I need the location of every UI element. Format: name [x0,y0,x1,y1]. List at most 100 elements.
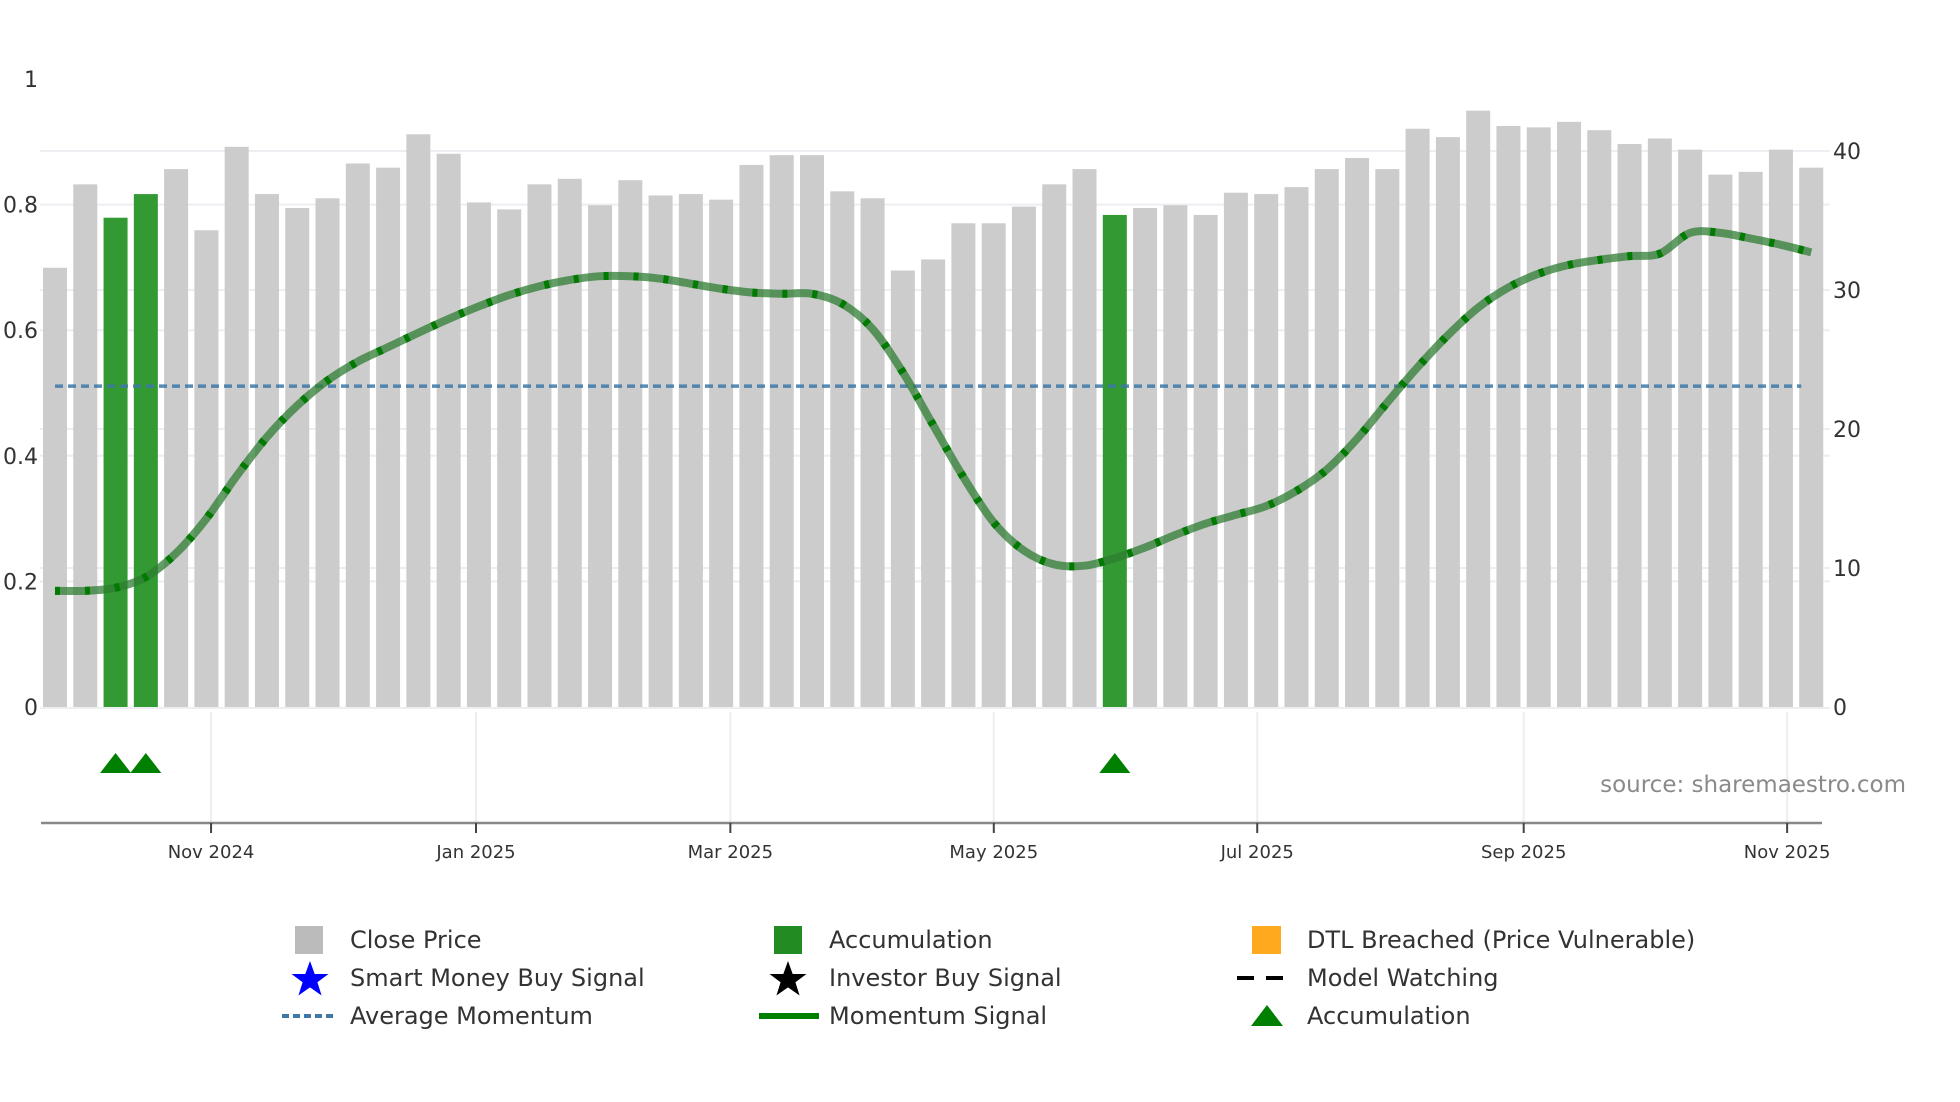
gray-square-icon [295,926,323,954]
legend-label: Close Price [350,926,482,954]
accumulation-bar [133,194,158,708]
legend-label: Accumulation [1307,1002,1471,1030]
right-tick-label: 30 [1833,279,1861,304]
legend-item-model-watching[interactable]: Model Watching [1236,960,1756,996]
close-price-bar [800,155,824,708]
x-tick-label: Mar 2025 [688,842,774,863]
close-price-bar [285,207,310,708]
momentum-signal-line [54,227,1813,596]
close-price-bar [1072,169,1097,707]
vertical-gridlines [210,712,1789,823]
close-price-bar [466,202,491,707]
close-price-bar [1284,187,1309,707]
close-price-bar [1133,207,1158,708]
x-tick-label: Jan 2025 [435,842,515,863]
green-triangle-icon [1251,1005,1283,1026]
close-price-bar [376,167,401,707]
close-price-bar [1708,174,1733,707]
close-price-bar [1254,194,1279,708]
left-tick-label: 0.2 [3,570,38,595]
close-price-bar [648,195,673,708]
close-price-bar [709,199,734,707]
x-tick-label: Nov 2025 [1744,842,1831,863]
close-price-bar [981,223,1006,707]
right-tick-label: 20 [1833,418,1861,443]
accumulation-bar [103,217,128,707]
legend-label: Investor Buy Signal [829,964,1062,992]
close-price-bar [1466,110,1491,707]
close-price-bar [830,191,855,707]
close-price-bar [1193,214,1218,707]
right-tick-label: 0 [1833,696,1847,721]
close-price-bar [436,153,461,707]
legend-label: DTL Breached (Price Vulnerable) [1307,926,1696,954]
close-price-bar [1799,167,1824,707]
legend-item-accumulation-bar[interactable]: Accumulation [758,922,1178,958]
close-price-bar [1557,121,1581,707]
close-price-bar [1163,205,1188,707]
close-price-bar [1375,169,1400,707]
left-tick-label: 0 [24,696,38,721]
close-price-bar [345,163,370,707]
close-price-bar [164,169,189,707]
left-tick-label: 0.8 [3,194,38,219]
legend-label: Momentum Signal [829,1002,1048,1030]
x-tick-label: Sep 2025 [1481,842,1566,863]
legend-label: Accumulation [829,926,993,954]
close-price-bar [1587,130,1612,707]
x-tick-label: May 2025 [949,842,1038,863]
blue-star-icon [291,961,329,996]
right-tick-label: 10 [1833,557,1861,582]
accumulation-triangle-icon [130,753,162,773]
close-price-bar [224,146,249,707]
accumulation-markers [100,753,1131,773]
x-tick-label: Nov 2024 [168,842,255,863]
left-y-axis: 0 0.2 0.4 0.6 0.8 1 [3,68,38,721]
legend-item-dtl-breached[interactable]: DTL Breached (Price Vulnerable) [1236,922,1756,958]
close-price-bar [1496,125,1521,708]
close-price-bar [43,267,67,707]
legend-item-investor-buy[interactable]: Investor Buy Signal [758,960,1178,996]
legend-item-accumulation-triangle[interactable]: Accumulation [1236,998,1756,1034]
close-price-bar [1042,184,1067,708]
x-tick-label: Jul 2025 [1220,842,1294,863]
legend-label: Model Watching [1307,964,1499,992]
left-tick-label: 1 [24,68,38,93]
close-price-bar [678,194,703,708]
accumulation-bar [1102,214,1127,707]
close-price-bar [406,134,431,707]
legend-item-smart-money[interactable]: Smart Money Buy Signal [280,960,700,996]
close-price-bar [527,184,552,708]
close-price-bar [1435,137,1460,708]
close-price-bar [1678,149,1703,708]
close-price-bar [618,180,643,707]
close-price-bar [739,164,764,707]
close-price-bar [1011,206,1036,707]
black-star-icon [769,961,807,996]
green-square-icon [774,926,802,954]
close-price-bar [1617,144,1642,708]
close-price-bar [921,259,946,707]
accumulation-triangle-icon [1099,753,1131,773]
x-axis: Nov 2024 Jan 2025 Mar 2025 May 2025 Jul 2025… [41,821,1831,863]
close-price-bar [1314,169,1339,707]
close-price-bar [1405,128,1430,707]
close-price-bar [194,230,219,708]
left-tick-label: 0.6 [3,319,38,344]
close-price-bar [890,270,915,707]
model-watching-dash [54,227,1813,596]
close-price-bar [557,178,582,708]
legend-item-momentum-signal[interactable]: Momentum Signal [758,998,1178,1034]
solid-line-icon [759,1013,819,1019]
legend-item-average-momentum[interactable]: Average Momentum [280,998,700,1034]
close-price-bars [43,110,1824,708]
dashed-line-icon [1237,976,1295,980]
close-price-bar [73,184,98,708]
legend-label: Smart Money Buy Signal [350,964,645,992]
close-price-bar [860,198,885,707]
close-price-bar [1223,192,1248,707]
legend-item-close-price[interactable]: Close Price [280,922,700,958]
close-price-bar [1647,138,1672,708]
